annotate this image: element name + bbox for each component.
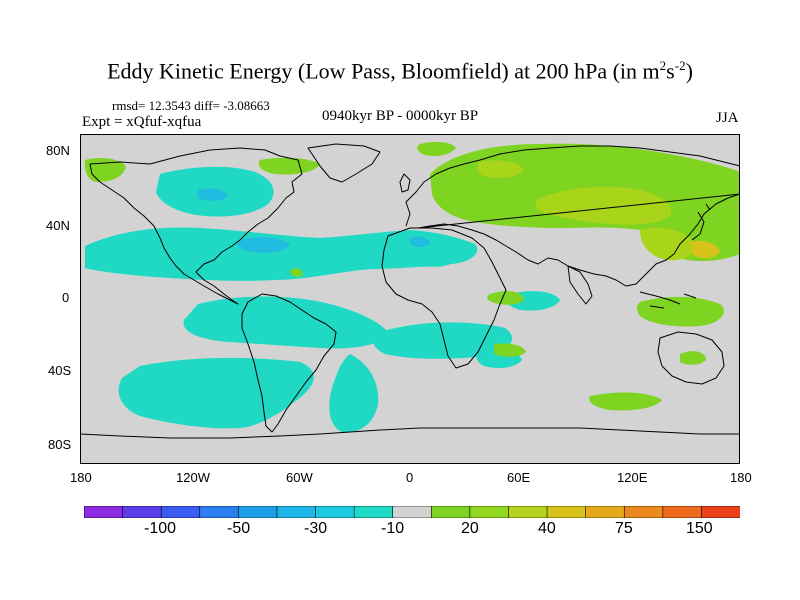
colorbar-swatch bbox=[701, 506, 740, 518]
lat-label-80s: 80S bbox=[48, 437, 72, 452]
colorbar-label: -10 bbox=[381, 520, 405, 537]
map-frame bbox=[80, 134, 740, 464]
lat-label-80n: 80N bbox=[46, 143, 70, 158]
experiment-label: Expt = xQfuf-xqfua bbox=[82, 114, 202, 130]
colorbar-swatch bbox=[508, 506, 548, 518]
stats-label: rmsd= 12.3543 diff= -3.08663 bbox=[112, 98, 270, 113]
eurasia-coast bbox=[405, 145, 740, 287]
stronger-negative-regions bbox=[198, 188, 430, 253]
title-end: ) bbox=[685, 58, 693, 84]
colorbar-swatch bbox=[238, 506, 278, 518]
india-coast bbox=[567, 265, 593, 305]
colorbar-swatch bbox=[199, 506, 239, 518]
season-label: JJA bbox=[716, 110, 739, 126]
colorbar-label: 40 bbox=[538, 520, 556, 537]
title-mid: s bbox=[666, 58, 675, 84]
south-america-coast bbox=[241, 293, 337, 433]
colorbar-swatch bbox=[160, 506, 201, 518]
colorbar-label: -30 bbox=[304, 520, 328, 537]
lat-label-40n: 40N bbox=[46, 218, 70, 233]
lon-label-0: 0 bbox=[406, 470, 414, 485]
colorbar-label: 150 bbox=[686, 520, 713, 537]
lon-label-120e: 120E bbox=[617, 470, 648, 485]
colorbar-swatch bbox=[315, 506, 355, 518]
colorbar-swatch bbox=[276, 506, 317, 518]
north-america-coast bbox=[89, 147, 303, 305]
title-sup2: -2 bbox=[674, 58, 686, 73]
lon-label-60e: 60E bbox=[507, 470, 531, 485]
lat-label-40s: 40S bbox=[48, 363, 72, 378]
colorbar-swatch bbox=[122, 506, 162, 518]
strongest-positive-region bbox=[690, 240, 720, 259]
colorbar-swatch bbox=[84, 506, 124, 518]
colorbar-swatch bbox=[353, 506, 394, 518]
australia-coast bbox=[657, 331, 725, 385]
colorbar-swatch bbox=[623, 506, 664, 518]
colorbar-swatch bbox=[430, 506, 471, 518]
indonesia-coast bbox=[639, 291, 697, 309]
colorbar-swatch bbox=[662, 506, 703, 518]
colorbar-label: 75 bbox=[615, 520, 633, 537]
lon-label-180e: 180 bbox=[730, 470, 752, 485]
uk-coast bbox=[399, 173, 411, 193]
coastlines bbox=[80, 143, 740, 439]
figure-title: Eddy Kinetic Energy (Low Pass, Bloomfiel… bbox=[0, 58, 800, 84]
lon-label-120w: 120W bbox=[176, 470, 210, 485]
stronger-positive-regions bbox=[477, 160, 695, 261]
colorbar bbox=[84, 506, 740, 518]
africa-coast bbox=[381, 227, 507, 369]
colorbar-swatch bbox=[585, 506, 625, 518]
lat-label-0: 0 bbox=[62, 290, 70, 305]
title-main: Eddy Kinetic Energy (Low Pass, Bloomfiel… bbox=[107, 58, 660, 84]
colorbar-label: -50 bbox=[227, 520, 251, 537]
greenland-coast bbox=[307, 143, 381, 183]
colorbar-swatch bbox=[392, 506, 432, 518]
contour-fills bbox=[84, 141, 740, 433]
title-sup1: 2 bbox=[659, 58, 667, 73]
antarctica-coast bbox=[80, 427, 740, 439]
colorbar-label: -100 bbox=[144, 520, 177, 537]
lon-label-180w: 180 bbox=[70, 470, 92, 485]
colorbar-swatch bbox=[469, 506, 510, 518]
eke-map bbox=[80, 134, 740, 464]
period-label: 0940kyr BP - 0000kyr BP bbox=[322, 108, 479, 124]
japan-coast bbox=[691, 203, 711, 241]
colorbar-swatch bbox=[546, 506, 587, 518]
lon-label-60w: 60W bbox=[286, 470, 313, 485]
colorbar-label: 20 bbox=[461, 520, 479, 537]
